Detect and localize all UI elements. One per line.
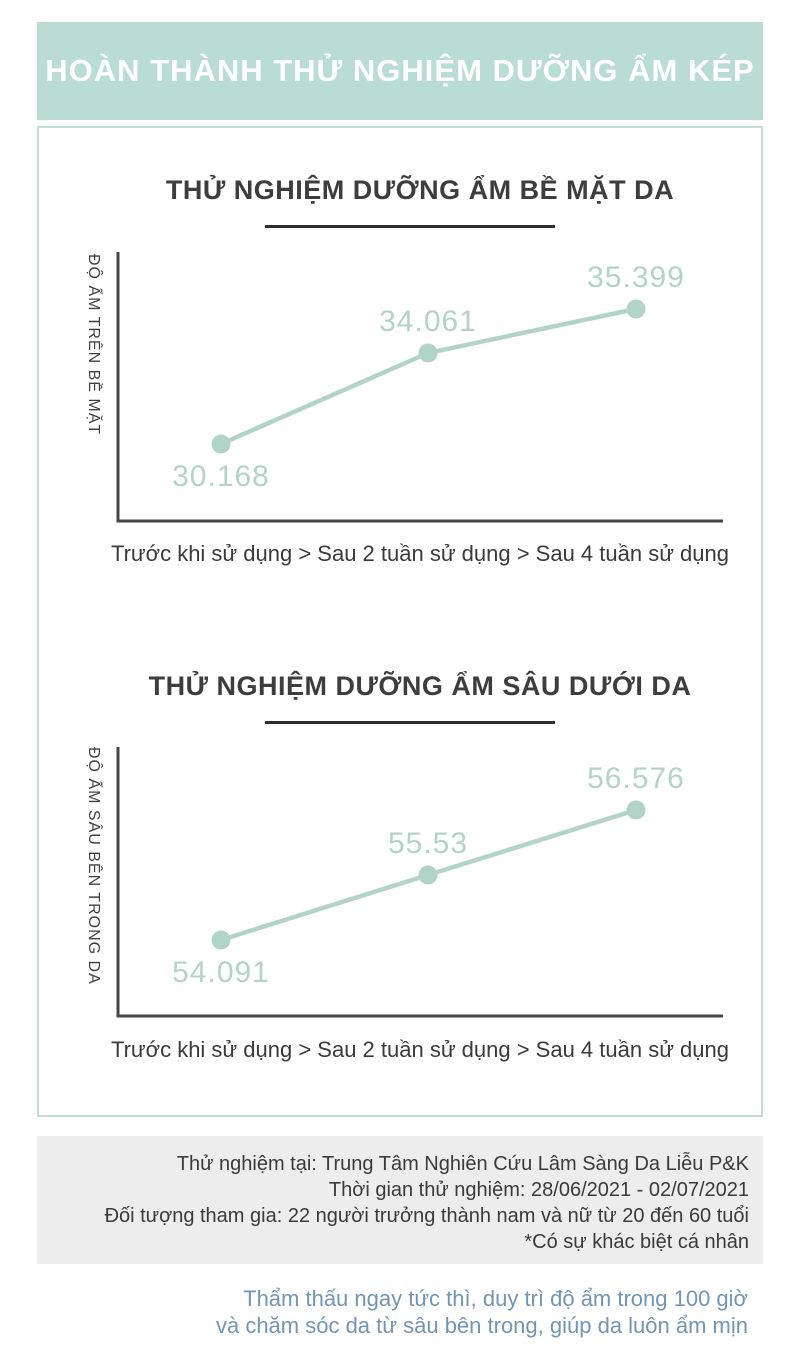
deep-moisture-line-chart: 54.091 55.53 56.576 [116, 747, 723, 1018]
y-axis-label-surface: ĐỘ ẨM TRÊN BỀ MẶT [85, 254, 102, 436]
product-tagline: Thẩm thấu ngay tức thì, duy trì độ ẩm tr… [37, 1285, 748, 1339]
data-point-value: 55.53 [388, 827, 468, 860]
data-point-value: 34.061 [379, 305, 477, 338]
data-point [626, 800, 646, 820]
data-point [626, 299, 646, 319]
data-point [211, 434, 231, 454]
data-point [211, 930, 231, 950]
data-point-value: 35.399 [587, 261, 685, 294]
footnote-line: Đối tượng tham gia: 22 người trưởng thàn… [104, 1205, 749, 1227]
x-axis-caption-deep: Trước khi sử dụng > Sau 2 tuần sử dụng >… [110, 1037, 729, 1062]
deep-chart-title: THỬ NGHIỆM DƯỠNG ẨM SÂU DƯỚI DA [148, 671, 692, 701]
chart-axes [116, 747, 723, 1018]
footnote-line: Thử nghiệm tại: Trung Tâm Nghiên Cứu Lâm… [176, 1153, 749, 1175]
tagline-line: Thẩm thấu ngay tức thì, duy trì độ ẩm tr… [243, 1286, 748, 1311]
data-point-value: 56.576 [587, 762, 685, 795]
data-point-value: 30.168 [172, 460, 270, 493]
y-axis-label-deep: ĐỘ ẨM SÂU BÊN TRONG DA [85, 747, 102, 985]
tagline-line: và chăm sóc da từ sâu bên trong, giúp da… [215, 1313, 748, 1338]
chart-axes [116, 252, 723, 523]
test-details-box: Thử nghiệm tại: Trung Tâm Nghiên Cứu Lâm… [37, 1136, 763, 1264]
header-title: HOÀN THÀNH THỬ NGHIỆM DƯỠNG ẨM KÉP [45, 53, 755, 88]
title-underline [265, 721, 555, 724]
data-point-value: 54.091 [172, 956, 270, 989]
header-banner: HOÀN THÀNH THỬ NGHIỆM DƯỠNG ẨM KÉP [37, 22, 763, 120]
results-card [37, 126, 763, 1117]
footnote-line: Thời gian thử nghiệm: 28/06/2021 - 02/07… [328, 1179, 749, 1201]
data-point [418, 865, 438, 885]
title-underline [265, 225, 555, 228]
x-axis-caption-surface: Trước khi sử dụng > Sau 2 tuần sử dụng >… [110, 541, 729, 566]
surface-moisture-line-chart: 30.168 34.061 35.399 [116, 252, 723, 523]
footnote-line: *Có sự khác biệt cá nhân [524, 1231, 749, 1253]
surface-chart-title: THỬ NGHIỆM DƯỠNG ẨM BỀ MẶT DA [165, 175, 675, 205]
data-point [418, 343, 438, 363]
